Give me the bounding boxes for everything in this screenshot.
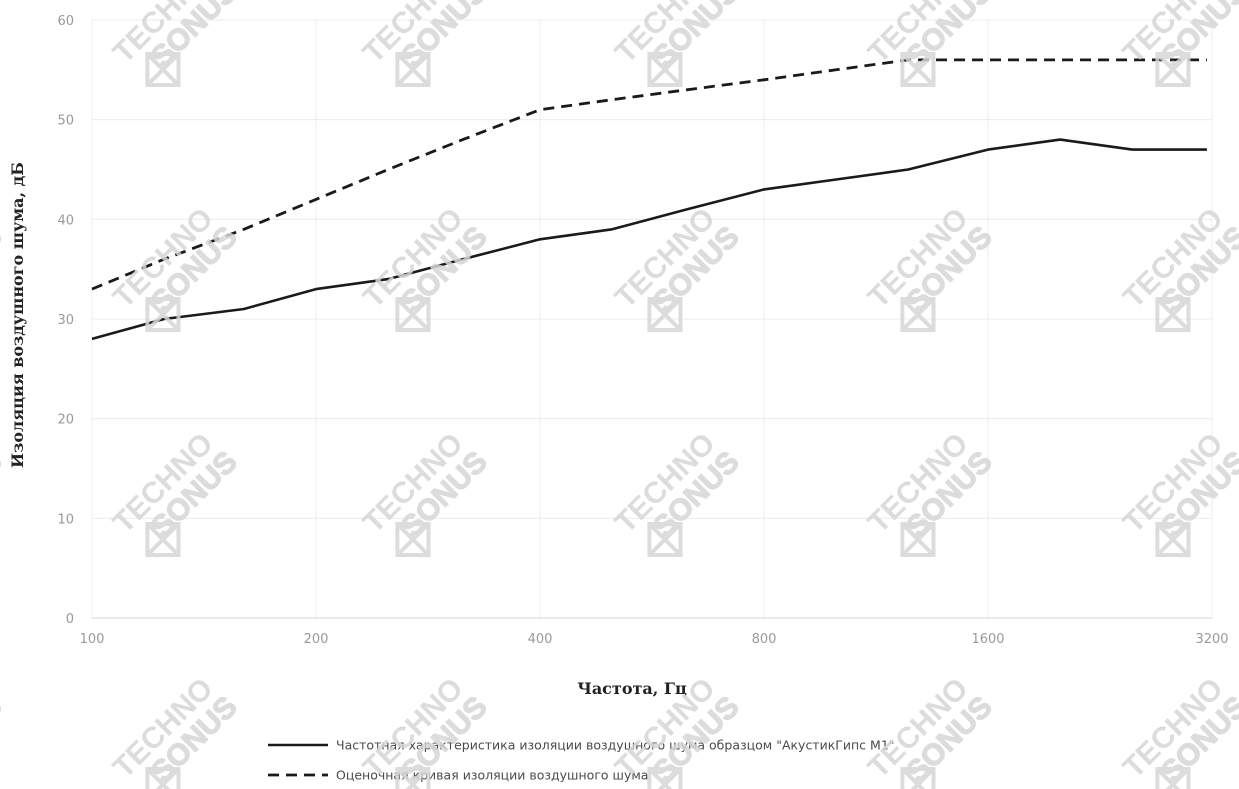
technosonus-logo-icon [1155,766,1191,789]
technosonus-logo-icon [647,296,683,333]
series-line-measured [91,138,1207,341]
technosonus-logo-icon [395,51,431,88]
technosonus-logo-icon [145,766,181,789]
x-tick-label: 200 [304,632,329,647]
series-lines [91,58,1207,341]
technosonus-logo-icon [647,51,683,88]
technosonus-logo-icon [395,521,431,558]
technosonus-logo-icon [900,521,936,558]
x-tick-label: 3200 [1195,632,1228,647]
x-tick-label: 800 [752,632,777,647]
x-tick-label: 1600 [971,632,1004,647]
y-axis-title: Изоляция воздушного шума, дБ [8,162,27,468]
technosonus-logo-icon [900,296,936,333]
technosonus-logo-icon [395,296,431,333]
x-tick-label: 100 [80,632,105,647]
technosonus-logo-icon [1155,296,1191,333]
legend: Частотная характеристика изоляции воздуш… [268,738,895,783]
legend-label: Оценочная кривая изоляции воздушного шум… [336,768,648,783]
series-line-reference [91,58,1207,291]
technosonus-logo-icon [145,51,181,88]
technosonus-logo-icon [145,296,181,333]
technosonus-logo-icon [900,51,936,88]
technosonus-logo-icon [395,766,431,789]
y-tick-label: 30 [57,313,74,328]
legend-label: Частотная характеристика изоляции воздуш… [336,738,895,753]
technosonus-logo-icon [145,521,181,558]
y-tick-label: 0 [66,612,74,627]
technosonus-logo-icon [1155,521,1191,558]
x-tick-label: 400 [528,632,553,647]
watermark-text-line2: SONUS [0,0,9,74]
technosonus-logo-icon [647,521,683,558]
technosonus-logo-icon [1155,51,1191,88]
technosonus-logo-icon [647,766,683,789]
y-tick-label: 10 [57,512,74,527]
x-axis-title: Частота, Гц [577,679,687,698]
y-tick-label: 40 [57,213,74,228]
y-tick-label: 50 [57,114,74,129]
axes: 0 10 20 30 40 50 60 100 200 400 800 1600 3200 [57,14,1228,647]
y-tick-label: 60 [57,14,74,29]
technosonus-logo-icon [900,766,936,789]
watermark-text-line2: SONUS [0,690,9,789]
y-tick-label: 20 [57,413,74,428]
